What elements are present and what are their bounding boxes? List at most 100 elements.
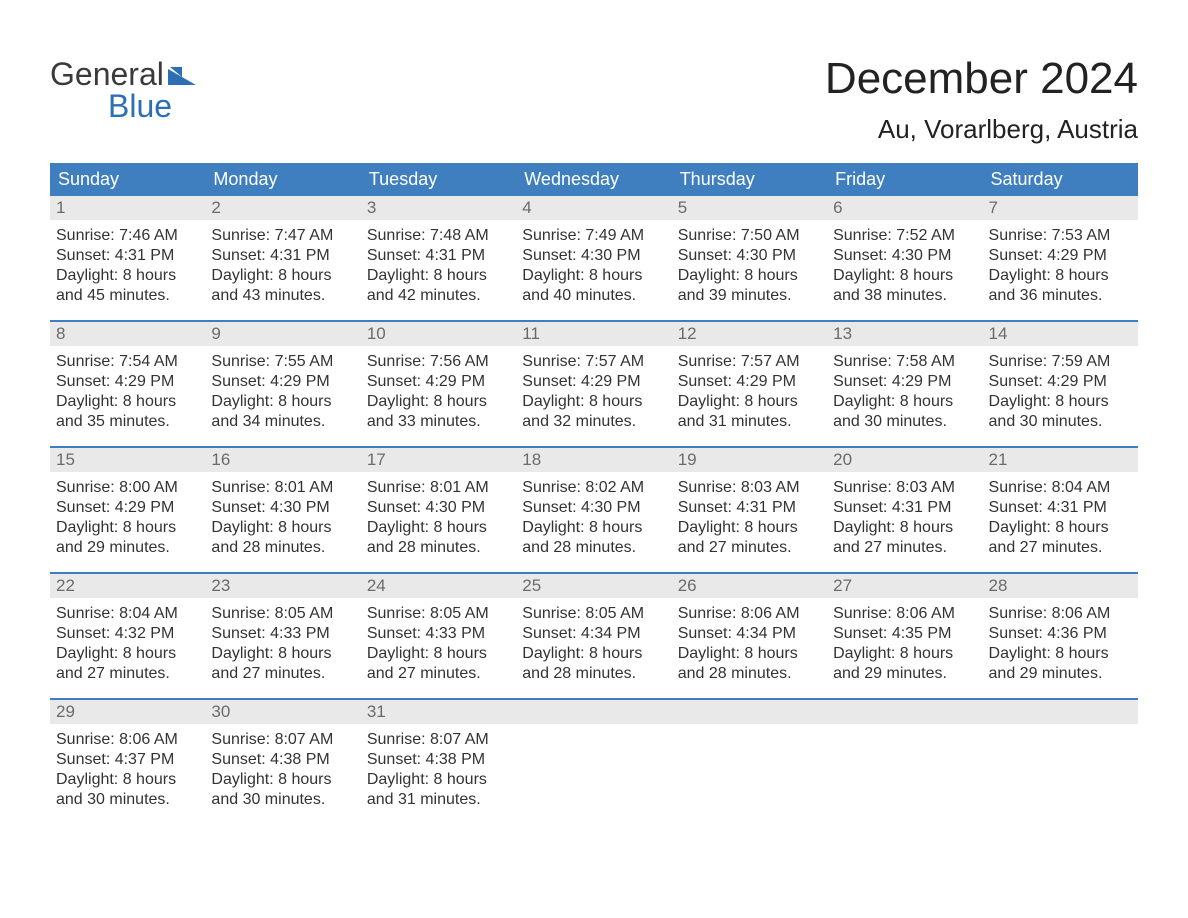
- calendar-day-cell: [983, 700, 1138, 818]
- brand-line2: Blue: [108, 90, 172, 122]
- day-number: 10: [361, 322, 516, 346]
- day-details: Sunrise: 8:06 AMSunset: 4:36 PMDaylight:…: [983, 598, 1138, 688]
- day-number: 13: [827, 322, 982, 346]
- daylight-line: Daylight: 8 hours and 28 minutes.: [522, 518, 665, 558]
- sunset-line: Sunset: 4:34 PM: [522, 624, 665, 644]
- page-header: General Blue December 2024 Au, Vorarlber…: [50, 30, 1138, 145]
- calendar-day-cell: 17Sunrise: 8:01 AMSunset: 4:30 PMDayligh…: [361, 448, 516, 566]
- sunrise-line: Sunrise: 7:56 AM: [367, 352, 510, 372]
- sunset-line: Sunset: 4:38 PM: [367, 750, 510, 770]
- sunset-line: Sunset: 4:29 PM: [522, 372, 665, 392]
- sunset-line: Sunset: 4:32 PM: [56, 624, 199, 644]
- day-number: [516, 700, 671, 724]
- sunset-line: Sunset: 4:30 PM: [678, 246, 821, 266]
- day-number: 3: [361, 196, 516, 220]
- sunrise-line: Sunrise: 8:05 AM: [522, 604, 665, 624]
- calendar-day-cell: 21Sunrise: 8:04 AMSunset: 4:31 PMDayligh…: [983, 448, 1138, 566]
- sunrise-line: Sunrise: 8:00 AM: [56, 478, 199, 498]
- day-number: 16: [205, 448, 360, 472]
- day-number: 27: [827, 574, 982, 598]
- day-number: 12: [672, 322, 827, 346]
- daylight-line: Daylight: 8 hours and 31 minutes.: [367, 770, 510, 810]
- calendar-day-cell: [516, 700, 671, 818]
- daylight-line: Daylight: 8 hours and 27 minutes.: [989, 518, 1132, 558]
- sunrise-line: Sunrise: 8:06 AM: [678, 604, 821, 624]
- day-details: Sunrise: 7:55 AMSunset: 4:29 PMDaylight:…: [205, 346, 360, 436]
- calendar-day-cell: 16Sunrise: 8:01 AMSunset: 4:30 PMDayligh…: [205, 448, 360, 566]
- sunrise-line: Sunrise: 8:05 AM: [211, 604, 354, 624]
- daylight-line: Daylight: 8 hours and 31 minutes.: [678, 392, 821, 432]
- sunrise-line: Sunrise: 7:58 AM: [833, 352, 976, 372]
- daylight-line: Daylight: 8 hours and 29 minutes.: [989, 644, 1132, 684]
- sunset-line: Sunset: 4:37 PM: [56, 750, 199, 770]
- sunrise-line: Sunrise: 8:06 AM: [833, 604, 976, 624]
- day-details: Sunrise: 7:52 AMSunset: 4:30 PMDaylight:…: [827, 220, 982, 310]
- sunrise-line: Sunrise: 7:55 AM: [211, 352, 354, 372]
- day-details: Sunrise: 7:59 AMSunset: 4:29 PMDaylight:…: [983, 346, 1138, 436]
- daylight-line: Daylight: 8 hours and 30 minutes.: [211, 770, 354, 810]
- weekday-header-row: Sunday Monday Tuesday Wednesday Thursday…: [50, 163, 1138, 196]
- calendar-week-row: 15Sunrise: 8:00 AMSunset: 4:29 PMDayligh…: [50, 446, 1138, 566]
- page-title: December 2024: [825, 54, 1138, 104]
- daylight-line: Daylight: 8 hours and 40 minutes.: [522, 266, 665, 306]
- sunrise-line: Sunrise: 7:59 AM: [989, 352, 1132, 372]
- day-details: Sunrise: 7:53 AMSunset: 4:29 PMDaylight:…: [983, 220, 1138, 310]
- sunset-line: Sunset: 4:36 PM: [989, 624, 1132, 644]
- sunrise-line: Sunrise: 8:06 AM: [989, 604, 1132, 624]
- calendar-day-cell: 4Sunrise: 7:49 AMSunset: 4:30 PMDaylight…: [516, 196, 671, 314]
- weekday-header: Saturday: [983, 163, 1138, 196]
- sunrise-line: Sunrise: 7:57 AM: [522, 352, 665, 372]
- daylight-line: Daylight: 8 hours and 28 minutes.: [678, 644, 821, 684]
- sunrise-line: Sunrise: 8:07 AM: [211, 730, 354, 750]
- day-number: 2: [205, 196, 360, 220]
- day-details: Sunrise: 8:05 AMSunset: 4:34 PMDaylight:…: [516, 598, 671, 688]
- day-details: Sunrise: 8:07 AMSunset: 4:38 PMDaylight:…: [205, 724, 360, 814]
- daylight-line: Daylight: 8 hours and 30 minutes.: [833, 392, 976, 432]
- daylight-line: Daylight: 8 hours and 28 minutes.: [522, 644, 665, 684]
- daylight-line: Daylight: 8 hours and 34 minutes.: [211, 392, 354, 432]
- day-number: 24: [361, 574, 516, 598]
- sunrise-line: Sunrise: 7:49 AM: [522, 226, 665, 246]
- daylight-line: Daylight: 8 hours and 42 minutes.: [367, 266, 510, 306]
- day-details: Sunrise: 8:06 AMSunset: 4:37 PMDaylight:…: [50, 724, 205, 814]
- calendar-day-cell: 27Sunrise: 8:06 AMSunset: 4:35 PMDayligh…: [827, 574, 982, 692]
- day-number: 31: [361, 700, 516, 724]
- day-number: 22: [50, 574, 205, 598]
- sunset-line: Sunset: 4:33 PM: [367, 624, 510, 644]
- calendar-week-row: 22Sunrise: 8:04 AMSunset: 4:32 PMDayligh…: [50, 572, 1138, 692]
- daylight-line: Daylight: 8 hours and 39 minutes.: [678, 266, 821, 306]
- day-number: 30: [205, 700, 360, 724]
- sunrise-line: Sunrise: 8:02 AM: [522, 478, 665, 498]
- day-number: 9: [205, 322, 360, 346]
- sunrise-line: Sunrise: 8:01 AM: [367, 478, 510, 498]
- calendar-day-cell: 26Sunrise: 8:06 AMSunset: 4:34 PMDayligh…: [672, 574, 827, 692]
- day-number: [983, 700, 1138, 724]
- calendar-day-cell: 20Sunrise: 8:03 AMSunset: 4:31 PMDayligh…: [827, 448, 982, 566]
- calendar-day-cell: 18Sunrise: 8:02 AMSunset: 4:30 PMDayligh…: [516, 448, 671, 566]
- daylight-line: Daylight: 8 hours and 45 minutes.: [56, 266, 199, 306]
- sunset-line: Sunset: 4:29 PM: [367, 372, 510, 392]
- day-number: 25: [516, 574, 671, 598]
- calendar-day-cell: 24Sunrise: 8:05 AMSunset: 4:33 PMDayligh…: [361, 574, 516, 692]
- sunset-line: Sunset: 4:31 PM: [989, 498, 1132, 518]
- sunrise-line: Sunrise: 7:52 AM: [833, 226, 976, 246]
- day-number: 8: [50, 322, 205, 346]
- sunrise-line: Sunrise: 8:01 AM: [211, 478, 354, 498]
- calendar-day-cell: 11Sunrise: 7:57 AMSunset: 4:29 PMDayligh…: [516, 322, 671, 440]
- calendar-day-cell: 12Sunrise: 7:57 AMSunset: 4:29 PMDayligh…: [672, 322, 827, 440]
- calendar-day-cell: 23Sunrise: 8:05 AMSunset: 4:33 PMDayligh…: [205, 574, 360, 692]
- day-number: 28: [983, 574, 1138, 598]
- day-details: Sunrise: 7:58 AMSunset: 4:29 PMDaylight:…: [827, 346, 982, 436]
- sunrise-line: Sunrise: 8:06 AM: [56, 730, 199, 750]
- calendar-day-cell: 28Sunrise: 8:06 AMSunset: 4:36 PMDayligh…: [983, 574, 1138, 692]
- sunrise-line: Sunrise: 7:47 AM: [211, 226, 354, 246]
- weekday-header: Tuesday: [361, 163, 516, 196]
- daylight-line: Daylight: 8 hours and 27 minutes.: [367, 644, 510, 684]
- sunrise-line: Sunrise: 7:46 AM: [56, 226, 199, 246]
- day-details: Sunrise: 8:06 AMSunset: 4:34 PMDaylight:…: [672, 598, 827, 688]
- day-details: Sunrise: 8:05 AMSunset: 4:33 PMDaylight:…: [361, 598, 516, 688]
- day-number: 1: [50, 196, 205, 220]
- sunset-line: Sunset: 4:30 PM: [522, 498, 665, 518]
- daylight-line: Daylight: 8 hours and 28 minutes.: [367, 518, 510, 558]
- day-number: 11: [516, 322, 671, 346]
